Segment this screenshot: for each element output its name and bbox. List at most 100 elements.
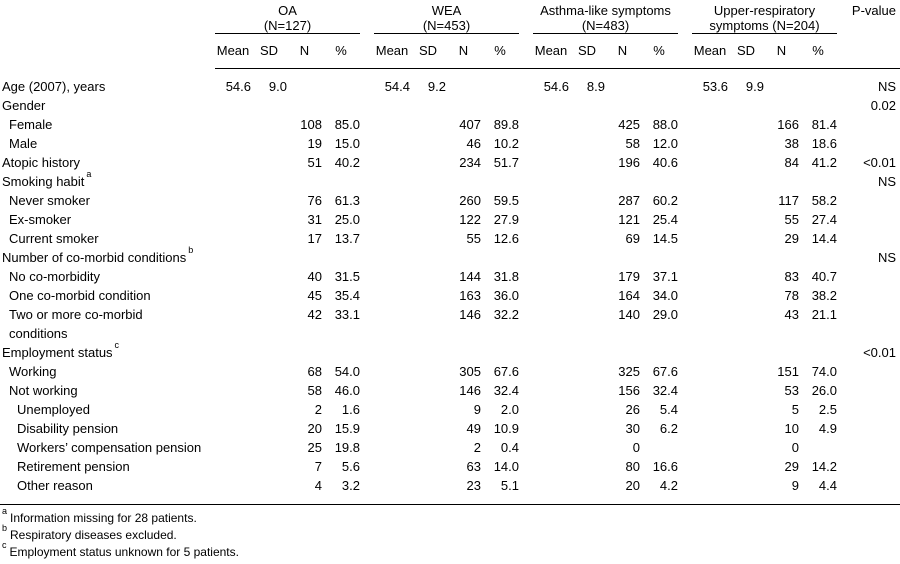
- mean-value: [374, 305, 410, 324]
- mean-value: [215, 115, 251, 134]
- footnote: c Employment status unknown for 5 patient…: [2, 541, 900, 561]
- sd-value: [410, 267, 446, 286]
- group-values: 49 10.9: [374, 419, 519, 438]
- table-row: Gender 0.02: [0, 96, 900, 115]
- mean-value: [533, 400, 569, 419]
- pct-value: 51.7: [493, 155, 519, 170]
- row-label-text: Not working: [9, 383, 78, 398]
- n-value: 58: [625, 136, 640, 151]
- pct-value: 40.2: [334, 155, 360, 170]
- mean-value: 54.6: [543, 79, 569, 94]
- n-value: 43: [784, 307, 799, 322]
- pct-value: 5.4: [659, 402, 678, 417]
- mean-value: [374, 419, 410, 438]
- pct-value: 0.4: [500, 440, 519, 455]
- pvalue-cell: NS: [877, 79, 896, 94]
- group-values: 25 19.8: [215, 438, 360, 457]
- n-value: 55: [466, 231, 481, 246]
- sd-value: [569, 476, 605, 495]
- pct-value: 32.2: [493, 307, 519, 322]
- pct-value: 14.5: [652, 231, 678, 246]
- group-values: 84 41.2: [692, 153, 837, 172]
- mean-value: [215, 286, 251, 305]
- sd-value: [410, 115, 446, 134]
- row-label-text: Never smoker: [9, 193, 90, 208]
- mean-value: [215, 267, 251, 286]
- table-row: Number of co-morbid conditionsb NS: [0, 244, 900, 267]
- subheader-sd: SD: [418, 43, 438, 58]
- sd-value: [251, 400, 287, 419]
- group-values: 121 25.4: [533, 210, 678, 229]
- pct-value: 4.4: [818, 478, 837, 493]
- pct-value: 15.0: [334, 136, 360, 151]
- group-values: 122 27.9: [374, 210, 519, 229]
- n-value: 46: [466, 136, 481, 151]
- sd-value: [410, 210, 446, 229]
- group-values: 76 61.3: [215, 191, 360, 210]
- pct-value: 2.5: [818, 402, 837, 417]
- subheader-rule: [215, 68, 900, 69]
- sd-value: [410, 438, 446, 457]
- col-group-title-line2: (N=483): [581, 18, 630, 33]
- mean-value: [533, 210, 569, 229]
- group-values: 53.6 9.9: [692, 77, 837, 96]
- group-values: 234 51.7: [374, 153, 519, 172]
- footnote-marker: b: [2, 523, 8, 533]
- row-label-text: Two or more co-morbid conditions: [9, 307, 143, 341]
- pct-value: 14.4: [811, 231, 837, 246]
- group-values: 151 74.0: [692, 362, 837, 381]
- col-group-upper-respiratory: Upper-respiratory symptoms (N=204): [692, 0, 837, 34]
- n-value: 10: [784, 421, 799, 436]
- n-value: 20: [625, 478, 640, 493]
- table-row: Retirement pension 7 5.6 63 14.0 80 16.6 29 14.2: [0, 457, 900, 476]
- pct-value: 15.9: [334, 421, 360, 436]
- pct-value: 37.1: [652, 269, 678, 284]
- n-value: 19: [307, 136, 322, 151]
- mean-value: [215, 191, 251, 210]
- pct-value: 85.0: [334, 117, 360, 132]
- row-label-text: Unemployed: [17, 402, 90, 417]
- n-value: 84: [784, 155, 799, 170]
- sd-value: [251, 457, 287, 476]
- n-value: 69: [625, 231, 640, 246]
- pvalue-cell: <0.01: [863, 345, 896, 360]
- group-values: 45 35.4: [215, 286, 360, 305]
- mean-value: [374, 476, 410, 495]
- footnote: b Respiratory diseases excluded.: [2, 524, 900, 544]
- group-values: 31 25.0: [215, 210, 360, 229]
- pct-value: 1.6: [341, 402, 360, 417]
- n-value: 234: [459, 155, 481, 170]
- pct-value: 16.6: [652, 459, 678, 474]
- col-group-wea: WEA (N=453): [374, 0, 519, 34]
- mean-value: [215, 476, 251, 495]
- sd-value: [410, 286, 446, 305]
- mean-value: [215, 438, 251, 457]
- mean-value: [215, 419, 251, 438]
- group-values: 7 5.6: [215, 457, 360, 476]
- row-label-text: Ex-smoker: [9, 212, 72, 227]
- pct-value: 5.1: [500, 478, 519, 493]
- group-values: 83 40.7: [692, 267, 837, 286]
- mean-value: [692, 400, 728, 419]
- row-label: No co-morbidity: [0, 267, 215, 286]
- pct-value: 14.0: [493, 459, 519, 474]
- n-value: 140: [618, 307, 640, 322]
- mean-value: [692, 191, 728, 210]
- pct-value: 21.1: [811, 307, 837, 322]
- n-value: 122: [459, 212, 481, 227]
- group-values: 78 38.2: [692, 286, 837, 305]
- group-values: 55 27.4: [692, 210, 837, 229]
- row-label: Employment statusc: [0, 340, 215, 362]
- group-values: 407 89.8: [374, 115, 519, 134]
- pvalue-cell: 0.02: [870, 98, 896, 113]
- pct-value: 32.4: [652, 383, 678, 398]
- row-label-text: Current smoker: [9, 231, 99, 246]
- pct-value: 58.2: [811, 193, 837, 208]
- footnote-marker: b: [188, 244, 194, 255]
- mean-value: [533, 305, 569, 324]
- pct-value: 26.0: [811, 383, 837, 398]
- table-subheader: Mean SD N % Mean SD N % Mean SD N % Mean…: [0, 34, 900, 68]
- n-value: 25: [307, 440, 322, 455]
- sd-value: [728, 381, 764, 400]
- mean-value: [692, 419, 728, 438]
